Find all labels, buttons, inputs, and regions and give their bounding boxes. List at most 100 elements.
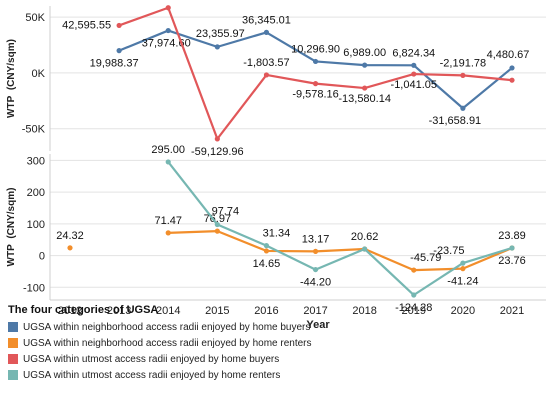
data-point — [460, 260, 466, 266]
data-point — [312, 81, 319, 87]
data-point — [509, 245, 515, 251]
data-point — [362, 246, 368, 252]
data-label: 14.65 — [253, 258, 281, 270]
y-tick-label: -50K — [22, 124, 46, 136]
data-label: -1,041.05 — [391, 79, 437, 91]
data-point — [67, 245, 73, 251]
data-point — [165, 27, 171, 34]
data-point — [116, 48, 122, 54]
data-label: -13,580.14 — [338, 93, 391, 105]
data-point — [214, 228, 220, 234]
legend-label: UGSA within neighborhood access radii en… — [23, 337, 312, 349]
data-point — [263, 248, 270, 254]
y-tick-label: 50K — [25, 12, 45, 24]
data-label: 6,989.00 — [343, 47, 386, 59]
data-point — [165, 159, 171, 165]
series-3: 295.00 97.74 31.34 -44.20 -124.28 -23.75 23.89 — [151, 144, 525, 314]
data-point — [362, 62, 368, 68]
data-label: 10,296.90 — [291, 43, 340, 55]
x-axis: 2012 2013 2014 2015 2016 2017 2018 2019 2020 2021… — [50, 299, 546, 331]
data-point — [214, 44, 220, 50]
legend-item: UGSA within utmost access radii enjoyed … — [8, 351, 548, 367]
series-line — [167, 161, 513, 297]
legend-item: UGSA within neighborhood access radii en… — [8, 335, 548, 351]
data-label: 71.47 — [154, 215, 182, 227]
data-point — [460, 266, 466, 272]
data-point — [263, 29, 270, 35]
data-label: 42,595.55 — [62, 19, 111, 31]
data-label: -41.24 — [447, 276, 478, 288]
data-point — [460, 105, 466, 111]
x-tick-label: 2016 — [254, 305, 278, 317]
legend-swatch — [8, 370, 18, 380]
data-label: -23.75 — [433, 245, 464, 257]
x-tick-label: 2021 — [500, 305, 524, 317]
data-point — [460, 72, 466, 78]
legend-label: UGSA within utmost access radii enjoyed … — [23, 353, 280, 365]
data-label: -31,658.91 — [429, 115, 482, 127]
legend-title: The four categories of UGSA — [8, 304, 159, 316]
legend: The four categories of UGSA UGSA within … — [8, 304, 548, 383]
data-point — [116, 22, 122, 29]
data-point — [312, 266, 319, 273]
x-tick-label: 2014 — [156, 305, 180, 317]
data-point — [411, 292, 417, 298]
y-axis-title: WTP (CNY/sqm) — [6, 188, 17, 267]
data-label: 19,988.37 — [90, 58, 139, 70]
legend-swatch — [8, 354, 18, 364]
x-axis-title: Year — [306, 319, 330, 331]
data-label: 36,345.01 — [242, 14, 291, 26]
data-label: 23,355.97 — [196, 28, 245, 40]
data-point — [263, 72, 270, 78]
data-label: -45.79 — [410, 252, 441, 264]
x-tick-label: 2019 — [402, 305, 426, 317]
data-point — [312, 248, 319, 254]
data-point — [312, 58, 319, 65]
data-point — [165, 230, 171, 236]
data-point — [509, 65, 515, 71]
legend-label: UGSA within neighborhood access radii en… — [23, 321, 311, 333]
top-panel: 50K 0K -50K WTP (CNY/sqm) 19,988.3737,974.60… — [6, 0, 546, 158]
data-point — [411, 62, 417, 68]
y-axis-title: WTP (CNY/sqm) — [6, 39, 17, 118]
x-tick-label: 2017 — [303, 305, 327, 317]
data-label: 97.74 — [212, 206, 240, 218]
data-label: -2,191.78 — [440, 57, 486, 69]
y-tick-label: -100 — [23, 282, 45, 294]
x-tick-label: 2012 — [58, 305, 82, 317]
data-label: 31.34 — [263, 228, 291, 240]
x-tick-label: 2020 — [451, 305, 475, 317]
data-label: 13.17 — [302, 233, 330, 245]
data-label: -1,803.57 — [243, 57, 289, 69]
data-label: 23.76 — [498, 255, 526, 267]
x-tick-label: 2018 — [352, 305, 376, 317]
data-point — [214, 136, 220, 142]
y-tick-label: 200 — [27, 187, 45, 199]
data-label: 20.62 — [351, 231, 379, 243]
data-label: 58,452.35 — [152, 0, 201, 2]
legend-swatch — [8, 322, 18, 332]
data-point — [362, 85, 368, 91]
y-tick-label: 0K — [32, 68, 46, 80]
data-label: 37,974.60 — [142, 38, 191, 50]
data-point — [263, 243, 270, 249]
data-label: -44.20 — [300, 277, 331, 289]
y-tick-label: 300 — [27, 155, 45, 167]
data-point — [214, 221, 220, 228]
data-label: 4,480.67 — [487, 49, 530, 61]
data-point — [411, 71, 417, 77]
y-tick-label: 100 — [27, 219, 45, 231]
data-point — [165, 5, 171, 11]
legend-items: UGSA within neighborhood access radii en… — [8, 319, 548, 383]
data-point — [509, 77, 515, 83]
legend-swatch — [8, 338, 18, 348]
data-label: -59,129.96 — [191, 146, 244, 158]
legend-item: UGSA within neighborhood access radii en… — [8, 319, 548, 335]
series-1: 42,595.55 58,452.35 -59,129.96 -1,803.57 -9,… — [62, 0, 515, 158]
data-label: -9,578.16 — [292, 89, 338, 101]
legend-label: UGSA within utmost access radii enjoyed … — [23, 369, 281, 381]
data-point — [411, 267, 417, 273]
